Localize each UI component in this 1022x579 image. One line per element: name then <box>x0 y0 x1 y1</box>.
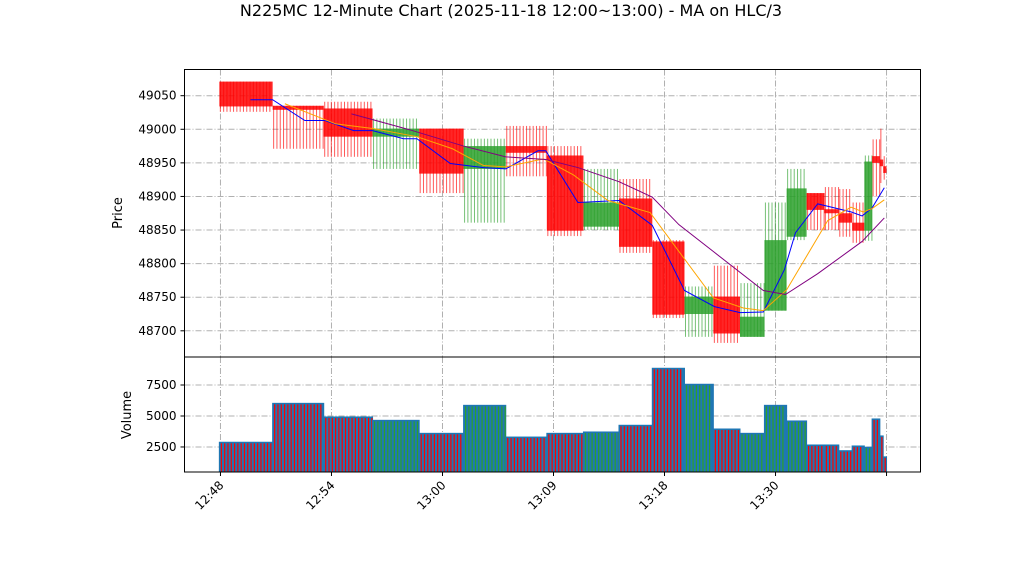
candle <box>684 286 714 337</box>
x-tick-label: 13:18 <box>636 478 670 512</box>
ma-line-ma-long <box>351 113 885 296</box>
candle-body <box>739 316 765 337</box>
x-tick-label: 13:09 <box>525 478 559 512</box>
volume-bar-rect <box>372 419 420 473</box>
candle <box>713 265 740 343</box>
volume-bar <box>871 418 881 473</box>
candle <box>618 178 653 253</box>
candle-body <box>505 146 547 153</box>
candle <box>583 168 619 231</box>
volume-bar <box>372 419 420 473</box>
candle-body <box>864 161 873 231</box>
price-candles <box>219 81 887 343</box>
ma-line-ma-short <box>250 99 885 314</box>
candle-body <box>583 202 619 227</box>
candle <box>546 146 584 237</box>
x-tick-label: 13:00 <box>414 478 448 512</box>
candle <box>864 155 873 241</box>
volume-bar-rect <box>463 404 507 473</box>
candle-body <box>618 198 653 247</box>
volume-bar <box>418 432 465 473</box>
volume-axes-frame <box>184 356 921 473</box>
price-tick-label: 48900 <box>138 189 176 203</box>
volume-bar <box>463 404 507 473</box>
candle <box>872 139 881 197</box>
volume-bar <box>651 367 685 473</box>
price-y-ticks: 48700 48750 48800 48850 48900 48950 49000 49050 <box>138 89 185 338</box>
candle <box>739 283 765 337</box>
candle <box>323 101 373 157</box>
ma-line-ma-mid <box>284 103 885 312</box>
candle-body <box>219 81 273 107</box>
candle-body <box>463 146 506 169</box>
volume-bar <box>323 416 374 473</box>
volume-bar-rect <box>712 428 741 473</box>
volume-bar-rect <box>786 420 808 473</box>
volume-tick-label: 5000 <box>146 409 177 423</box>
candle <box>419 128 464 194</box>
volume-bar <box>838 450 853 473</box>
volume-bar <box>272 402 325 473</box>
candle <box>272 105 324 149</box>
price-tick-label: 48800 <box>138 257 176 271</box>
x-tick-label: 13:30 <box>747 478 781 512</box>
price-y-label: Price <box>111 197 126 229</box>
volume-bar <box>786 420 808 473</box>
candle-body <box>806 193 825 210</box>
volume-bar <box>806 444 825 473</box>
price-tick-label: 49000 <box>138 122 176 136</box>
volume-bar <box>582 431 620 473</box>
candle <box>838 189 853 237</box>
volume-bar <box>218 441 274 473</box>
candle-body <box>883 166 887 173</box>
volume-bar <box>683 383 714 473</box>
candle-body <box>824 209 839 214</box>
volume-bar <box>863 446 873 473</box>
volume-bar <box>882 456 888 473</box>
candle-body <box>879 159 884 167</box>
x-tick-label: 12:54 <box>303 478 337 512</box>
candle <box>806 193 825 231</box>
volume-bar <box>505 436 548 473</box>
volume-tick-label: 7500 <box>146 378 177 392</box>
candle-body <box>764 240 787 311</box>
volume-bars <box>218 367 888 473</box>
volume-bar <box>823 444 840 473</box>
price-tick-label: 48750 <box>138 290 176 304</box>
volume-bar <box>618 424 653 473</box>
price-tick-label: 48700 <box>138 324 176 338</box>
price-tick-label: 48950 <box>138 156 176 170</box>
candle-body <box>684 296 714 315</box>
candle-body <box>546 155 584 231</box>
volume-bar <box>739 432 765 473</box>
price-tick-label: 48850 <box>138 223 176 237</box>
volume-bar <box>763 404 788 473</box>
candle-body <box>838 213 853 223</box>
volume-bar <box>712 428 741 473</box>
candle <box>883 156 887 180</box>
volume-tick-label: 2500 <box>146 440 177 454</box>
volume-y-ticks: 2500 5000 7500 <box>146 378 185 454</box>
candle <box>463 138 506 223</box>
candle <box>652 240 685 319</box>
volume-bar <box>851 445 865 473</box>
chart-title: N225MC 12-Minute Chart (2025-11-18 12:00… <box>240 1 782 20</box>
candle <box>786 168 807 241</box>
candle-body <box>872 156 880 163</box>
moving-average-lines <box>250 99 885 314</box>
candle-body <box>852 222 865 231</box>
volume-bar-rect <box>871 418 881 473</box>
volume-y-label: Volume <box>120 391 135 439</box>
volume-bar <box>546 432 584 473</box>
x-ticks: 12:48 12:54 13:00 13:09 13:18 13:30 <box>192 472 888 513</box>
volume-bar-rect <box>863 446 873 473</box>
candle <box>879 128 884 184</box>
candle-body <box>272 105 324 110</box>
candle <box>219 81 273 112</box>
candle-body <box>786 188 807 237</box>
x-tick-label: 12:48 <box>192 478 226 512</box>
price-tick-label: 49050 <box>138 89 176 103</box>
candle-body <box>652 241 685 315</box>
